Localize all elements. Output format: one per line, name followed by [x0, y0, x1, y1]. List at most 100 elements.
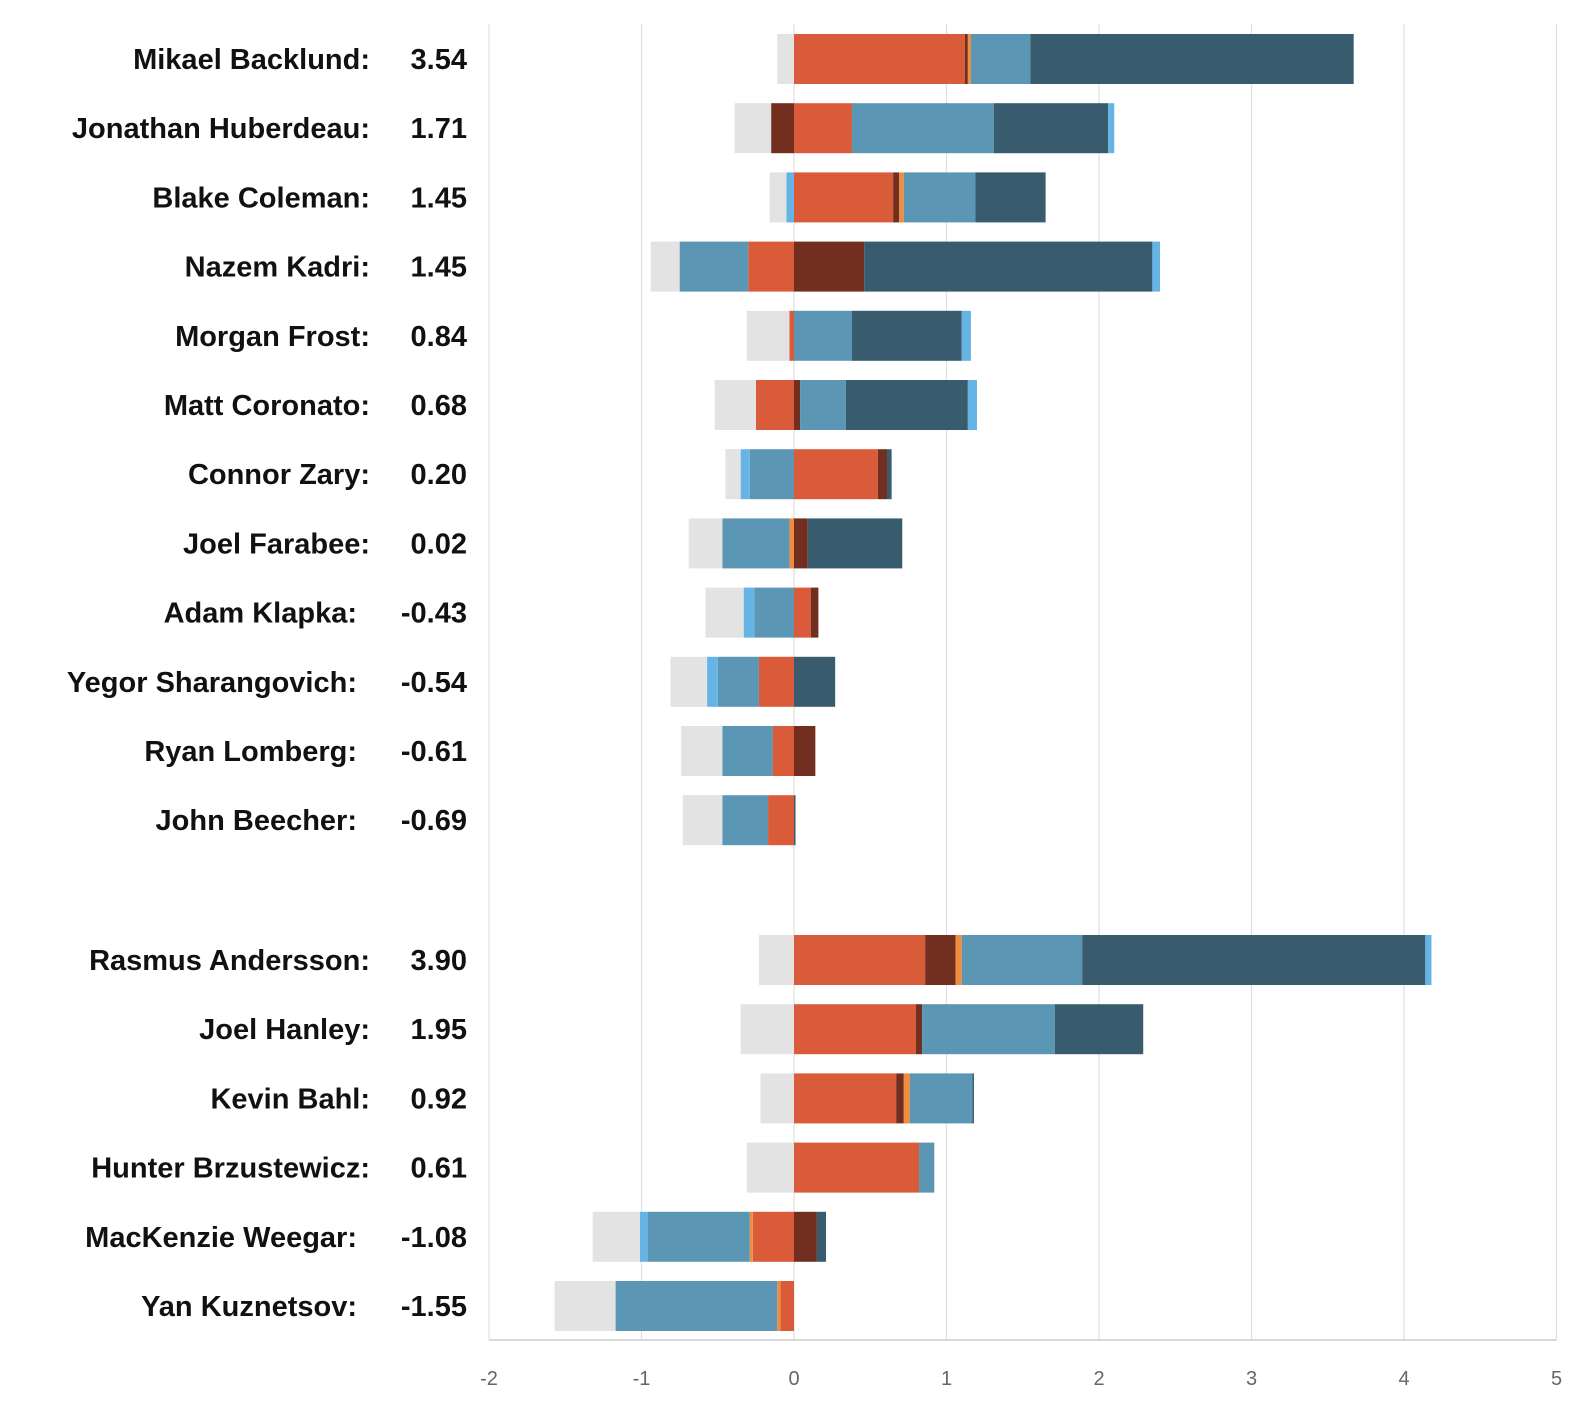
- bar-segment-dark-brown: [964, 34, 968, 84]
- bar-segment-orange-red: [794, 103, 852, 154]
- bar-segment-orange: [967, 34, 971, 84]
- bar-segment-orange: [749, 1211, 753, 1262]
- bar-segment-dark-brown: [925, 935, 956, 985]
- bar-segment-steel-blue: [749, 449, 794, 500]
- player-name: Adam Klapka:: [164, 598, 357, 630]
- bar-segment-orange-red: [794, 34, 965, 84]
- bar-segment-orange: [899, 172, 904, 223]
- bar-segment-light-gray: [688, 518, 723, 569]
- bar-segment-dark-slate: [887, 449, 892, 500]
- player-name: Rasmus Andersson:: [89, 945, 370, 977]
- bar-segment-light-gray: [777, 34, 794, 84]
- bar-segment-orange: [955, 935, 962, 985]
- bar-segment-orange-red: [794, 449, 878, 500]
- bar-segment-steel-blue: [722, 726, 773, 776]
- bar-segment-steel-blue: [903, 172, 976, 223]
- player-name: Morgan Frost:: [175, 321, 370, 353]
- bar-segment-light-gray: [650, 241, 680, 292]
- bar-segment-orange-red: [748, 241, 794, 292]
- bar-segment-steel-blue: [909, 1073, 973, 1124]
- player-value: 3.54: [411, 44, 467, 76]
- bars: [554, 34, 1432, 1331]
- bar-segment-light-gray: [740, 1004, 794, 1055]
- player-value: 0.84: [411, 321, 467, 353]
- bar-segment-dark-slate: [1082, 935, 1426, 985]
- bar-segment-orange-red: [794, 1073, 897, 1124]
- bar-segment-sky-blue: [1152, 241, 1160, 292]
- bar-segment-light-gray: [725, 449, 741, 500]
- bar-segment-dark-slate: [993, 103, 1109, 154]
- bar-segment-light-gray: [746, 1142, 794, 1193]
- bar-segment-dark-slate: [816, 1211, 827, 1262]
- player-value: 0.92: [411, 1083, 467, 1115]
- player-value: 0.68: [411, 390, 467, 422]
- bar-segment-orange: [789, 518, 794, 569]
- bar-segment-sky-blue: [967, 380, 977, 430]
- bar-segment-steel-blue: [615, 1281, 778, 1331]
- bar-segment-orange-red: [755, 380, 794, 430]
- bar-segment-light-gray: [734, 103, 772, 154]
- bar-segment-orange: [777, 1281, 781, 1331]
- bar-segment-dark-slate: [845, 380, 968, 430]
- bar-segment-dark-slate: [864, 241, 1153, 292]
- bar-segment-dark-slate: [1030, 34, 1354, 84]
- bar-segment-steel-blue: [970, 34, 1031, 84]
- bar-segment-light-gray: [705, 587, 744, 638]
- bar-segment-steel-blue: [919, 1142, 935, 1193]
- player-name: Mikael Backlund:: [133, 44, 370, 76]
- player-name: Hunter Brzustewicz:: [91, 1153, 370, 1185]
- x-tick-label: 3: [1246, 1368, 1257, 1390]
- player-name: Yan Kuznetsov:: [141, 1291, 357, 1323]
- bar-segment-steel-blue: [794, 310, 852, 361]
- bar-segment-light-gray: [681, 726, 723, 776]
- bar-segment-orange-red: [794, 587, 811, 638]
- player-name: Yegor Sharangovich:: [67, 667, 357, 699]
- bar-segment-sky-blue: [1108, 103, 1115, 154]
- x-tick-label: -2: [480, 1368, 498, 1390]
- bar-segment-orange-red: [794, 172, 894, 223]
- bar-segment-dark-brown: [896, 1073, 904, 1124]
- bar-segment-dark-brown: [810, 587, 819, 638]
- bar-segment-sky-blue: [740, 449, 750, 500]
- bar-segment-dark-slate: [1054, 1004, 1144, 1055]
- bar-segment-orange-red: [780, 1281, 794, 1331]
- player-name: Joel Farabee:: [183, 528, 370, 560]
- bar-segment-sky-blue: [639, 1211, 648, 1262]
- player-name: Matt Coronato:: [164, 390, 370, 422]
- player-name: Blake Coleman:: [152, 182, 370, 214]
- bar-segment-steel-blue: [722, 795, 769, 846]
- bar-segment-steel-blue: [754, 587, 794, 638]
- bar-segment-orange-red: [772, 726, 794, 776]
- bar-segment-dark-slate: [972, 1073, 974, 1124]
- bar-segment-light-gray: [682, 795, 723, 846]
- player-value: 1.95: [411, 1014, 467, 1046]
- row-labels: Mikael Backlund: 3.54 Jonathan Huberdeau: 1…: [67, 44, 467, 1323]
- bar-segment-dark-slate: [794, 795, 796, 846]
- bar-segment-dark-slate: [807, 518, 903, 569]
- bar-segment-dark-slate: [851, 310, 962, 361]
- player-name: John Beecher:: [156, 805, 357, 837]
- x-tick-label: 4: [1398, 1368, 1409, 1390]
- x-tick-label: 5: [1551, 1368, 1562, 1390]
- bar-segment-orange-red: [768, 795, 794, 846]
- bar-segment-dark-brown: [893, 172, 900, 223]
- bar-segment-dark-brown: [916, 1004, 923, 1055]
- bar-segment-steel-blue: [717, 656, 759, 707]
- bar-segment-dark-brown: [771, 103, 794, 154]
- bar-segment-steel-blue: [851, 103, 994, 154]
- player-value: 0.20: [411, 459, 467, 491]
- bar-segment-dark-slate: [975, 172, 1046, 223]
- bar-segment-dark-brown: [794, 518, 808, 569]
- bar-segment-sky-blue: [786, 172, 794, 223]
- player-name: Kevin Bahl:: [210, 1083, 370, 1115]
- player-value: -0.54: [401, 667, 467, 699]
- bar-segment-steel-blue: [800, 380, 846, 430]
- player-value: 1.71: [411, 113, 467, 145]
- player-name: Jonathan Huberdeau:: [72, 113, 370, 145]
- bar-segment-light-gray: [592, 1211, 640, 1262]
- player-name: Nazem Kadri:: [185, 252, 370, 284]
- bar-segment-orange-red: [794, 1004, 916, 1055]
- x-axis-ticks: -2 -1 0 1 2 3 4 5: [480, 1368, 1562, 1390]
